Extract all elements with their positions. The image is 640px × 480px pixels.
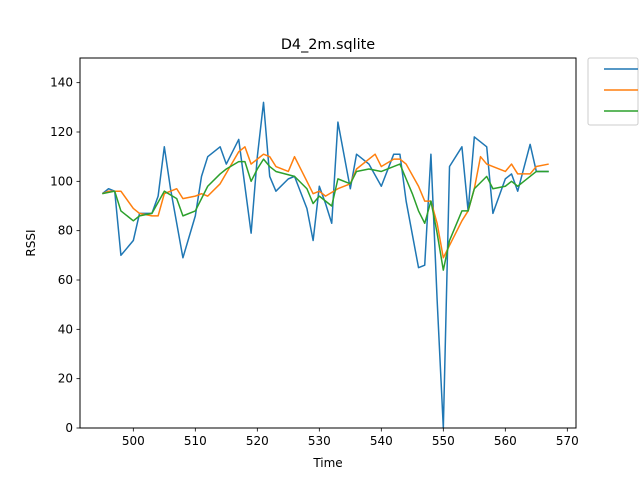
plot-frame xyxy=(79,57,577,429)
x-axis-label: Time xyxy=(312,456,342,470)
x-tick-label: 520 xyxy=(246,434,269,448)
x-tick-label: 530 xyxy=(308,434,331,448)
x-tick-label: 510 xyxy=(184,434,207,448)
x-tick-label: 540 xyxy=(370,434,393,448)
y-tick-label: 60 xyxy=(58,273,73,287)
chart-title: D4_2m.sqlite xyxy=(281,37,375,53)
legend xyxy=(587,57,639,126)
x-tick-label: 500 xyxy=(122,434,145,448)
x-tick-label: 560 xyxy=(494,434,517,448)
x-axis: 500 510 520 530 540 550 560 570 xyxy=(122,428,579,448)
series-line-2 xyxy=(102,146,549,259)
legend-box xyxy=(587,57,639,126)
y-tick-label: 140 xyxy=(50,76,73,90)
y-tick-label: 0 xyxy=(65,421,73,435)
x-tick-label: 570 xyxy=(556,434,579,448)
y-axis-label: RSSI xyxy=(24,229,38,256)
y-axis: 0 20 40 60 80 100 120 140 xyxy=(50,76,80,435)
series-line-3 xyxy=(102,158,549,271)
series-layer xyxy=(101,101,549,429)
y-tick-label: 120 xyxy=(50,125,73,139)
y-tick-label: 40 xyxy=(58,322,73,336)
y-tick-label: 20 xyxy=(58,372,73,386)
series-line-1 xyxy=(101,101,549,429)
y-tick-label: 80 xyxy=(58,224,73,238)
y-tick-label: 100 xyxy=(50,174,73,188)
x-tick-label: 550 xyxy=(432,434,455,448)
